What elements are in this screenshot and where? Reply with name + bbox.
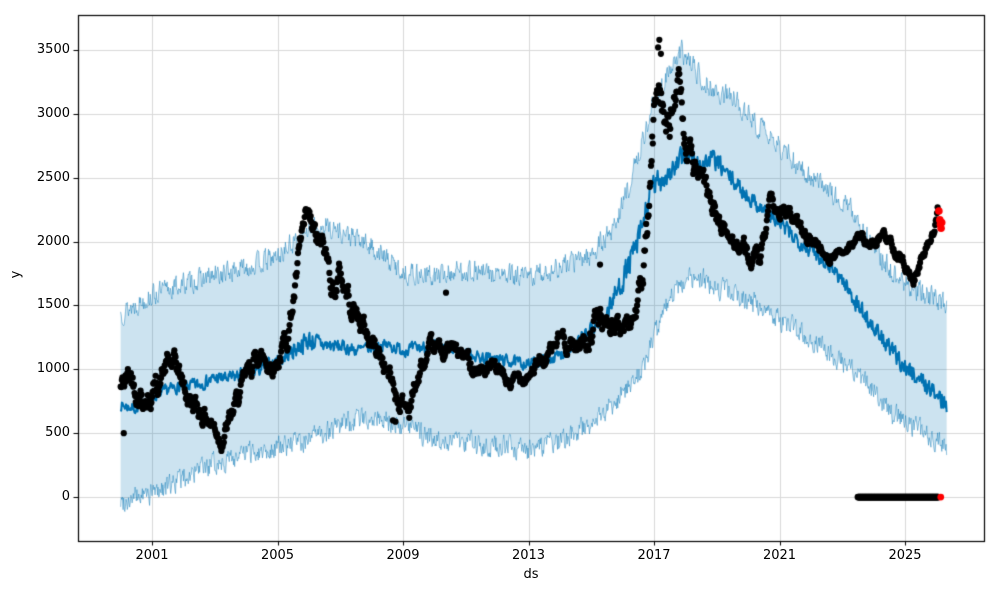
- y-tick-label: 500: [45, 425, 70, 441]
- y-axis-label: y: [8, 270, 24, 279]
- x-axis-label: ds: [523, 567, 539, 582]
- x-tick-label: 2009: [386, 548, 420, 563]
- x-tick-label: 2021: [762, 548, 797, 563]
- y-tick-label: 1500: [36, 297, 70, 313]
- y-tick-label: 2500: [36, 169, 70, 185]
- x-tick-label: 2025: [888, 548, 922, 563]
- y-tick-label: 0: [61, 489, 70, 505]
- x-tick-label: 2005: [260, 548, 295, 563]
- y-tick-label: 3000: [36, 105, 70, 121]
- y-tick-label: 3500: [36, 41, 70, 57]
- x-tick-label: 2017: [637, 548, 671, 563]
- x-tick-label: 2001: [135, 548, 169, 563]
- x-tick-label: 2013: [511, 548, 546, 563]
- y-tick-label: 2000: [36, 233, 70, 249]
- y-tick-label: 1000: [36, 361, 70, 377]
